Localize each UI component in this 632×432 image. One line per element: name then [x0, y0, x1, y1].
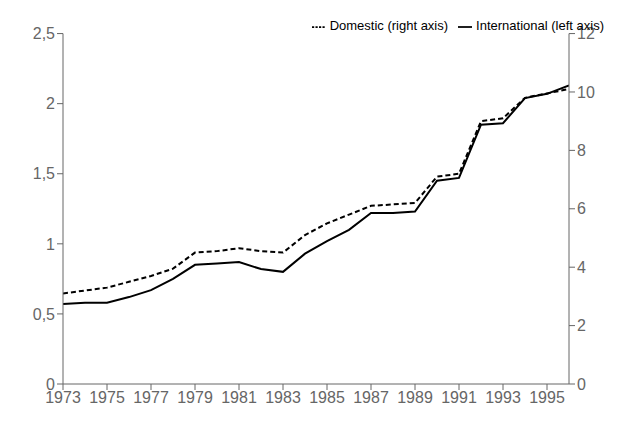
svg-text:1985: 1985 [309, 389, 345, 406]
svg-text:1981: 1981 [221, 389, 257, 406]
svg-text:0: 0 [577, 376, 586, 393]
svg-text:1975: 1975 [89, 389, 125, 406]
svg-text:1989: 1989 [397, 389, 433, 406]
svg-text:1987: 1987 [353, 389, 389, 406]
svg-text:1979: 1979 [177, 389, 213, 406]
svg-text:0: 0 [46, 376, 55, 393]
svg-text:1991: 1991 [441, 389, 477, 406]
svg-text:4: 4 [577, 259, 586, 276]
svg-text:10: 10 [577, 84, 595, 101]
svg-text:1: 1 [46, 236, 55, 253]
svg-text:2: 2 [46, 95, 55, 112]
svg-text:1,5: 1,5 [33, 165, 55, 182]
svg-text:2: 2 [577, 317, 586, 334]
svg-text:8: 8 [577, 142, 586, 159]
svg-text:1977: 1977 [133, 389, 169, 406]
svg-text:1983: 1983 [265, 389, 301, 406]
svg-text:1995: 1995 [529, 389, 565, 406]
svg-text:1993: 1993 [485, 389, 521, 406]
svg-text:6: 6 [577, 200, 586, 217]
svg-text:0,5: 0,5 [33, 306, 55, 323]
svg-text:12: 12 [577, 25, 595, 42]
svg-text:2,5: 2,5 [33, 25, 55, 42]
